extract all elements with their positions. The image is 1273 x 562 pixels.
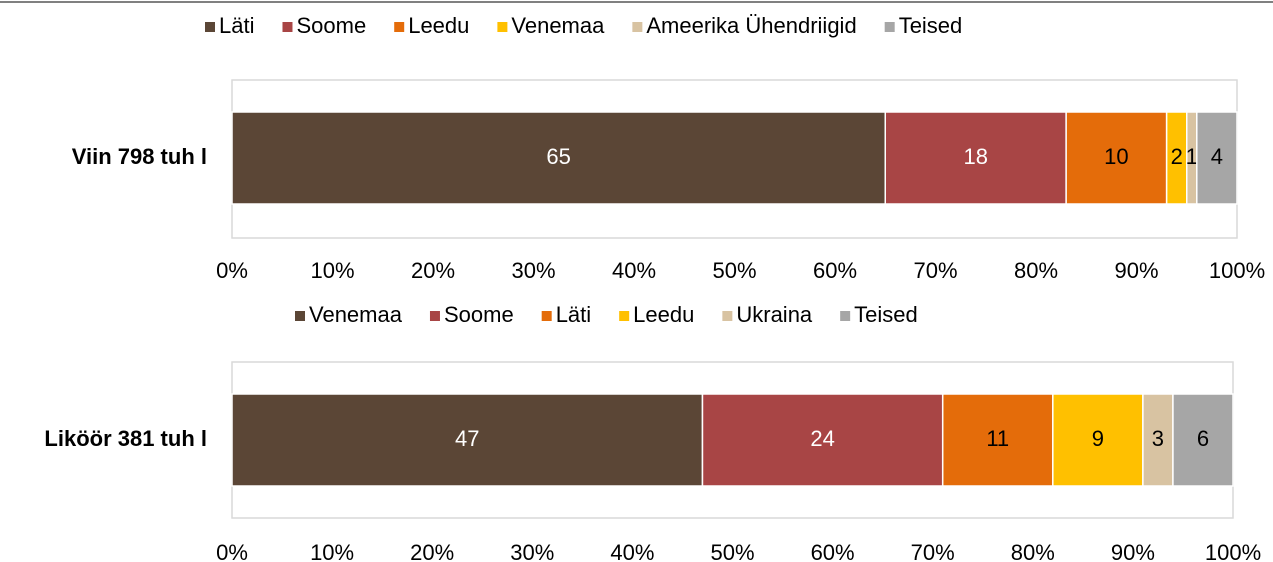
data-label: 9 (1092, 426, 1104, 451)
legend-swatch (295, 311, 305, 321)
x-tick-label: 50% (712, 258, 756, 283)
legend-label: Läti (556, 302, 591, 327)
x-tick-label: 60% (811, 540, 855, 562)
bar-segment (1172, 393, 1234, 487)
x-tick-label: 30% (510, 540, 554, 562)
x-tick-label: 90% (1111, 540, 1155, 562)
x-tick-label: 30% (511, 258, 555, 283)
legend-swatch (840, 311, 851, 321)
legend-swatch (282, 22, 293, 32)
bar-segment (1052, 393, 1144, 487)
data-label: 2 (1171, 144, 1183, 169)
legend-label: Leedu (633, 302, 694, 327)
x-tick-label: 40% (610, 540, 654, 562)
legend-swatch (619, 311, 630, 321)
x-tick-label: 10% (310, 258, 354, 283)
data-label: 65 (546, 144, 570, 169)
legend-label: Venemaa (309, 302, 403, 327)
legend-label: Ameerika Ühendriigid (646, 13, 856, 38)
x-tick-label: 80% (1011, 540, 1055, 562)
x-tick-label: 60% (813, 258, 857, 283)
x-tick-label: 20% (410, 540, 454, 562)
x-tick-label: 80% (1014, 258, 1058, 283)
x-tick-label: 20% (411, 258, 455, 283)
legend-swatch (394, 22, 405, 32)
x-tick-label: 40% (612, 258, 656, 283)
legend-label: Soome (296, 13, 366, 38)
x-tick-label: 90% (1114, 258, 1158, 283)
bar-segment (1065, 111, 1168, 205)
legend-swatch (205, 22, 215, 32)
legend-label: Venemaa (511, 13, 605, 38)
x-tick-label: 100% (1205, 540, 1261, 562)
legend-label: Teised (899, 13, 963, 38)
legend-label: Soome (444, 302, 514, 327)
data-label: 11 (986, 426, 1009, 451)
legend-swatch (429, 311, 440, 321)
legend-label: Teised (854, 302, 918, 327)
x-tick-label: 70% (911, 540, 955, 562)
category-label: Viin 798 tuh l (72, 144, 207, 169)
data-label: 3 (1152, 426, 1164, 451)
x-tick-label: 0% (216, 258, 248, 283)
x-tick-label: 70% (913, 258, 957, 283)
legend-swatch (884, 22, 895, 32)
data-label: 24 (810, 426, 834, 451)
bar-segment (1196, 111, 1238, 205)
legend-swatch (722, 311, 733, 321)
data-label: 6 (1197, 426, 1209, 451)
x-tick-label: 100% (1209, 258, 1265, 283)
legend-label: Leedu (408, 13, 469, 38)
legend-swatch (497, 22, 508, 32)
data-label: 18 (963, 144, 987, 169)
bar-segment (231, 393, 704, 487)
bar-segment (701, 393, 944, 487)
x-tick-label: 10% (310, 540, 354, 562)
x-tick-label: 50% (710, 540, 754, 562)
data-label: 1 (1186, 144, 1198, 169)
legend-swatch (632, 22, 643, 32)
data-label: 10 (1104, 144, 1128, 169)
legend-label: Ukraina (736, 302, 813, 327)
bar-segment (941, 393, 1054, 487)
bar-segment (231, 111, 886, 205)
legend-swatch (541, 311, 552, 321)
data-label: 47 (455, 426, 479, 451)
legend-label: Läti (219, 13, 254, 38)
category-label: Liköör 381 tuh l (44, 426, 207, 451)
bar-segment (1142, 393, 1174, 487)
data-label: 4 (1211, 144, 1223, 169)
x-tick-label: 0% (216, 540, 248, 562)
